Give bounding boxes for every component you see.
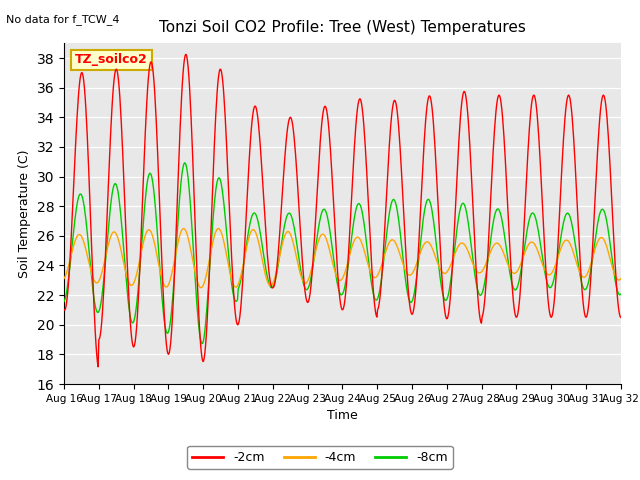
Y-axis label: Soil Temperature (C): Soil Temperature (C) bbox=[18, 149, 31, 278]
Title: Tonzi Soil CO2 Profile: Tree (West) Temperatures: Tonzi Soil CO2 Profile: Tree (West) Temp… bbox=[159, 20, 526, 35]
Text: TZ_soilco2: TZ_soilco2 bbox=[75, 53, 148, 66]
Text: No data for f_TCW_4: No data for f_TCW_4 bbox=[6, 14, 120, 25]
Legend: -2cm, -4cm, -8cm: -2cm, -4cm, -8cm bbox=[187, 446, 453, 469]
X-axis label: Time: Time bbox=[327, 409, 358, 422]
